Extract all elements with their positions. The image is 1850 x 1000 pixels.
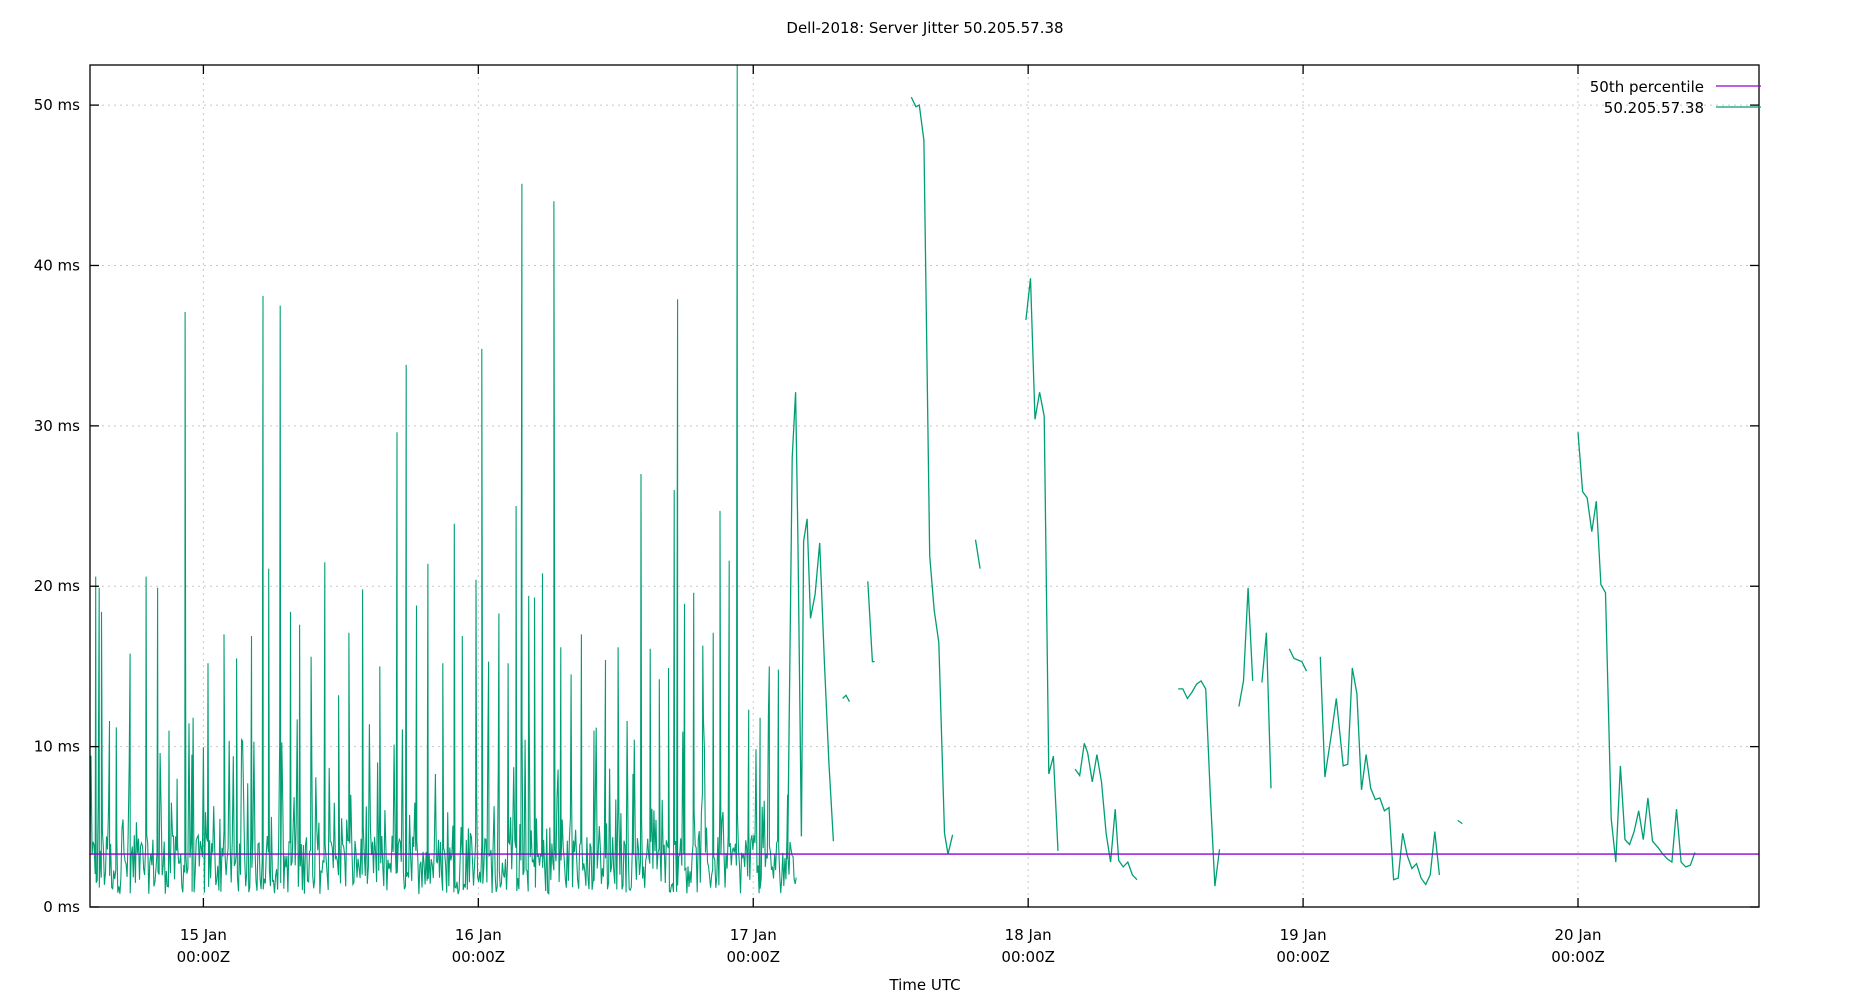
x-tick-label: 18 Jan [1005, 926, 1052, 944]
y-tick-label: 30 ms [34, 417, 80, 435]
x-axis-labels: 15 Jan 00:00Z 16 Jan 00:00Z 17 Jan 00:00Z 18 J… [177, 926, 1605, 966]
x-tick-sublabel: 00:00Z [726, 948, 780, 966]
series-jitter-segments [786, 96, 1696, 887]
x-tick-sublabel: 00:00Z [1276, 948, 1330, 966]
y-tick-label: 40 ms [34, 256, 80, 274]
grid-lines [90, 65, 1759, 907]
y-tick-label: 50 ms [34, 96, 80, 114]
x-tick-sublabel: 00:00Z [177, 948, 231, 966]
x-axis-title: Time UTC [888, 976, 960, 994]
y-tick-label: 0 ms [43, 898, 80, 916]
y-axis-labels: 0 ms 10 ms 20 ms 30 ms 40 ms 50 ms [34, 96, 80, 916]
y-tick-label: 10 ms [34, 738, 80, 756]
series-jitter-dense [89, 64, 797, 896]
x-tick-label: 16 Jan [455, 926, 502, 944]
axis-ticks [90, 65, 1759, 908]
chart-title: Dell-2018: Server Jitter 50.205.57.38 [786, 19, 1063, 37]
x-tick-sublabel: 00:00Z [452, 948, 506, 966]
plot-area-frame [89, 64, 1760, 908]
x-tick-sublabel: 00:00Z [1001, 948, 1055, 966]
x-tick-label: 19 Jan [1280, 926, 1327, 944]
x-tick-sublabel: 00:00Z [1551, 948, 1605, 966]
x-tick-label: 15 Jan [180, 926, 227, 944]
legend: 50th percentile 50.205.57.38 [1590, 78, 1761, 117]
x-tick-label: 20 Jan [1555, 926, 1602, 944]
x-tick-label: 17 Jan [730, 926, 777, 944]
legend-label-median: 50th percentile [1590, 78, 1704, 96]
legend-label-server: 50.205.57.38 [1604, 99, 1704, 117]
y-tick-label: 20 ms [34, 577, 80, 595]
